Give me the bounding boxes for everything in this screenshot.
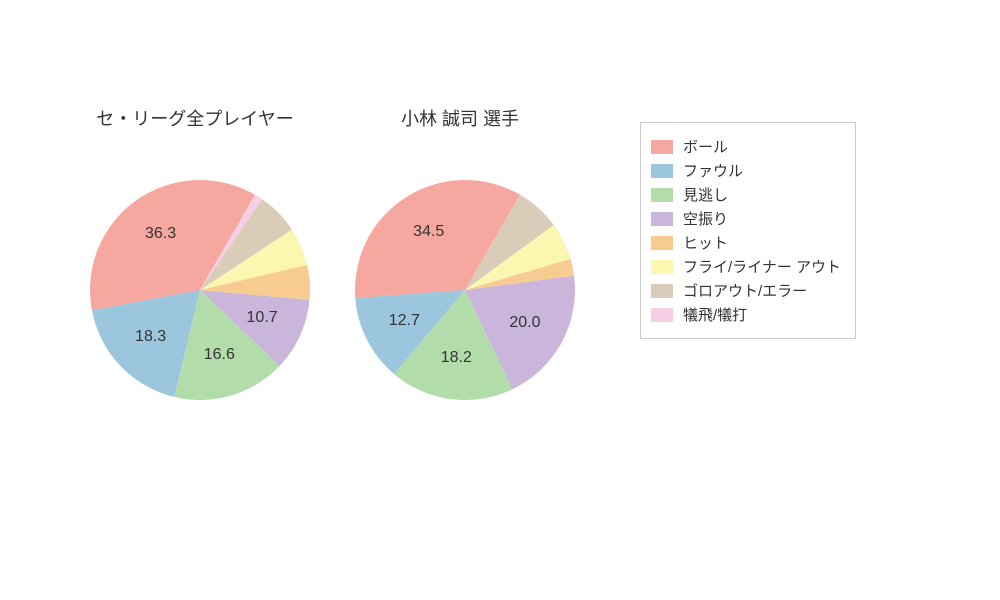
slice-label-ball: 36.3 (145, 225, 176, 243)
legend-item-sac: 犠飛/犠打 (651, 304, 841, 325)
legend-item-ball: ボール (651, 136, 841, 157)
slice-label-swinging: 20.0 (509, 314, 540, 332)
legend-item-flyliner: フライ/ライナー アウト (651, 256, 841, 277)
legend-label-looking: 見逃し (683, 184, 728, 205)
slice-label-swinging: 10.7 (247, 309, 278, 327)
legend-item-ground: ゴロアウト/エラー (651, 280, 841, 301)
figure: { "background_color": "#ffffff", "canvas… (0, 0, 1000, 600)
slice-label-looking: 18.2 (441, 349, 472, 367)
legend-item-swinging: 空振り (651, 208, 841, 229)
pie-chart-league (90, 180, 310, 400)
slice-label-looking: 16.6 (204, 346, 235, 364)
legend-label-swinging: 空振り (683, 208, 728, 229)
legend-item-foul: ファウル (651, 160, 841, 181)
legend-swatch-sac (651, 308, 673, 322)
legend-swatch-ball (651, 140, 673, 154)
pie-chart-player (355, 180, 575, 400)
legend-swatch-ground (651, 284, 673, 298)
legend-swatch-swinging (651, 212, 673, 226)
legend-swatch-flyliner (651, 260, 673, 274)
pie-title-player: 小林 誠司 選手 (401, 105, 519, 131)
legend-label-ball: ボール (683, 136, 728, 157)
slice-label-foul: 18.3 (135, 328, 166, 346)
legend-label-hit: ヒット (683, 232, 728, 253)
slice-label-ball: 34.5 (413, 223, 444, 241)
legend: ボールファウル見逃し空振りヒットフライ/ライナー アウトゴロアウト/エラー犠飛/… (640, 122, 856, 339)
slice-label-foul: 12.7 (389, 312, 420, 330)
legend-label-foul: ファウル (683, 160, 743, 181)
legend-swatch-looking (651, 188, 673, 202)
legend-item-hit: ヒット (651, 232, 841, 253)
legend-swatch-hit (651, 236, 673, 250)
legend-item-looking: 見逃し (651, 184, 841, 205)
legend-swatch-foul (651, 164, 673, 178)
legend-label-sac: 犠飛/犠打 (683, 304, 747, 325)
pie-title-league: セ・リーグ全プレイヤー (96, 105, 293, 131)
legend-label-ground: ゴロアウト/エラー (683, 280, 807, 301)
legend-label-flyliner: フライ/ライナー アウト (683, 256, 841, 277)
